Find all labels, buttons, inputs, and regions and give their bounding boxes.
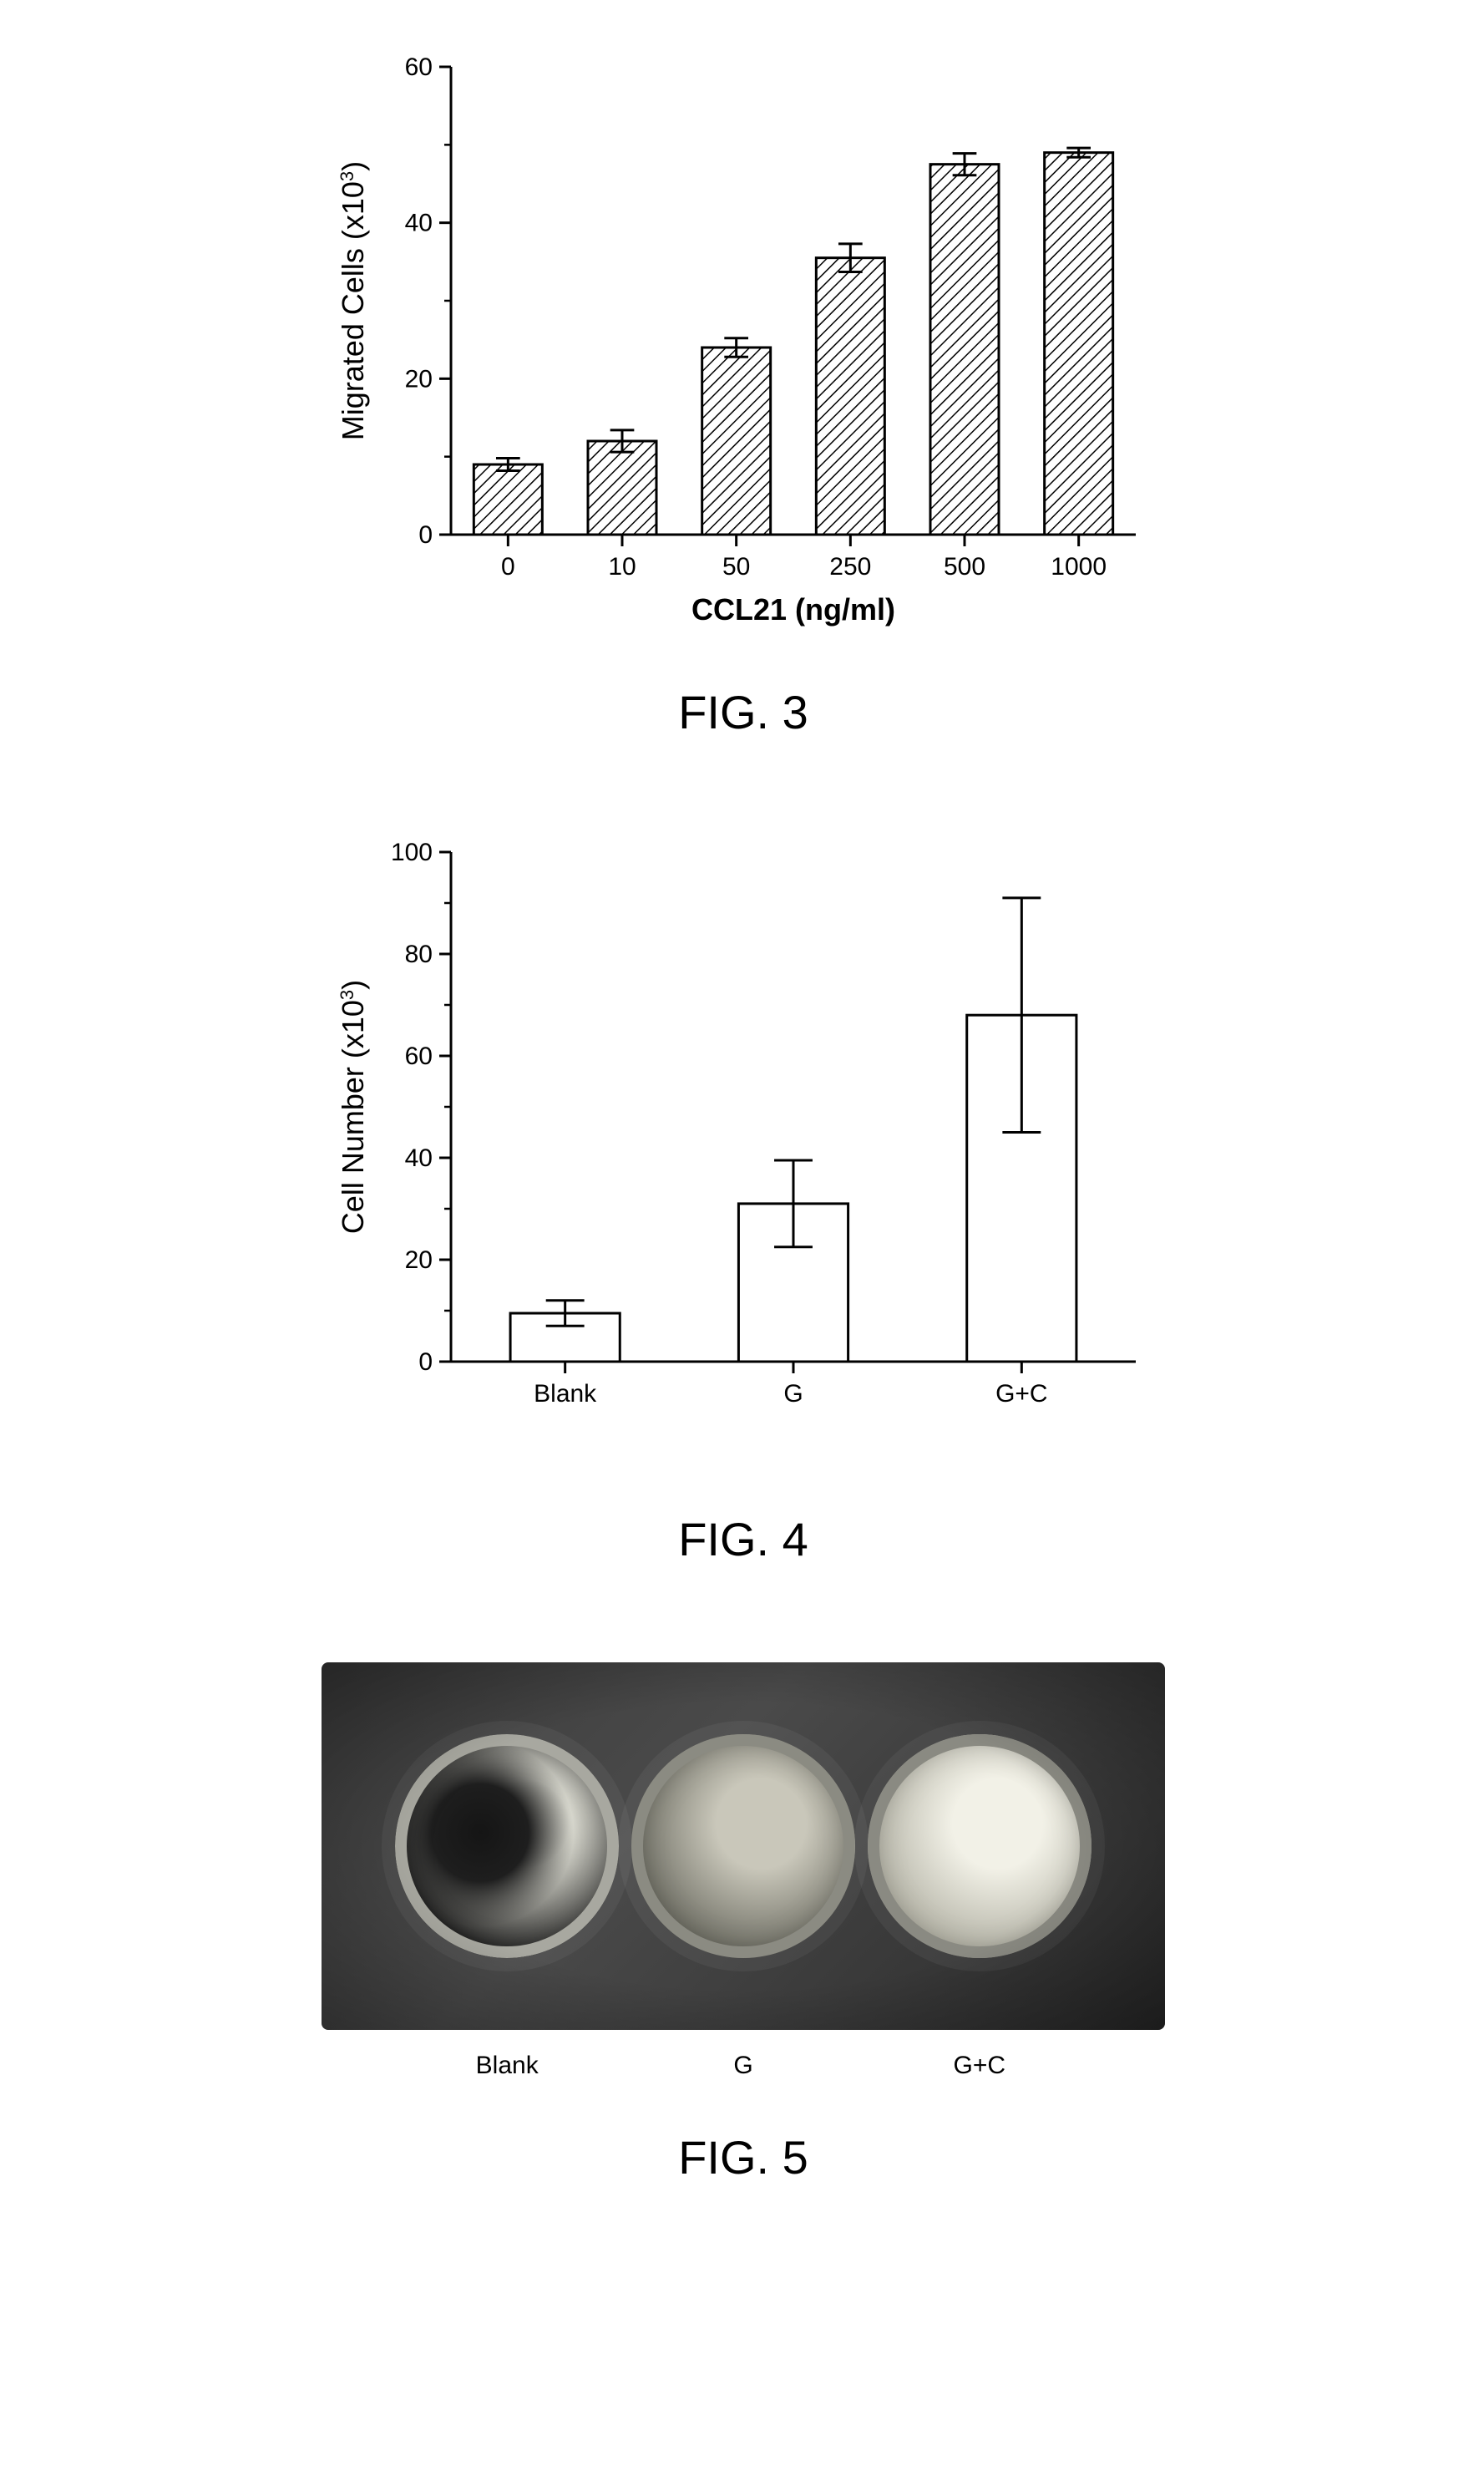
sphere-blank bbox=[395, 1734, 619, 1958]
svg-text:40: 40 bbox=[405, 210, 433, 237]
figure-5: Blank G G+C FIG. 5 bbox=[317, 1662, 1169, 2184]
fig5-label-blank: Blank bbox=[440, 2052, 574, 2080]
svg-text:250: 250 bbox=[829, 553, 871, 581]
sphere-g+c bbox=[868, 1734, 1091, 1958]
fig5-label-g: G bbox=[676, 2052, 810, 2080]
svg-text:20: 20 bbox=[405, 365, 433, 393]
svg-text:50: 50 bbox=[722, 553, 750, 581]
svg-text:0: 0 bbox=[418, 1348, 433, 1376]
svg-text:10: 10 bbox=[608, 553, 636, 581]
svg-text:Blank: Blank bbox=[534, 1380, 597, 1408]
fig3-caption: FIG. 3 bbox=[678, 685, 808, 739]
svg-text:60: 60 bbox=[405, 53, 433, 81]
fig5-caption: FIG. 5 bbox=[678, 2130, 808, 2184]
figure-3: 0 20 40 60 Migrated Cells (x103) 0 10 50 250 500 1… bbox=[326, 50, 1161, 739]
svg-text:Migrated Cells (x103): Migrated Cells (x103) bbox=[336, 161, 370, 440]
svg-text:CCL21 (ng/ml): CCL21 (ng/ml) bbox=[691, 592, 895, 627]
svg-text:80: 80 bbox=[405, 941, 433, 968]
sphere-g bbox=[631, 1734, 855, 1958]
fig3-chart: 0 20 40 60 Migrated Cells (x103) 0 10 50 250 500 1… bbox=[326, 50, 1161, 652]
svg-text:60: 60 bbox=[405, 1043, 433, 1070]
fig5-labels-row: Blank G G+C bbox=[322, 2047, 1165, 2097]
fig4-chart: 0 20 40 60 80 100 Cell Number (x103) Blank G G+C bbox=[326, 835, 1161, 1479]
fig5-photo-bg bbox=[322, 1662, 1165, 2030]
svg-text:G+C: G+C bbox=[995, 1380, 1048, 1408]
svg-text:100: 100 bbox=[391, 839, 433, 866]
svg-text:500: 500 bbox=[944, 553, 985, 581]
fig4-caption: FIG. 4 bbox=[678, 1512, 808, 1566]
svg-text:0: 0 bbox=[501, 553, 515, 581]
svg-text:40: 40 bbox=[405, 1144, 433, 1172]
fig5-photo-wrap: Blank G G+C bbox=[322, 1662, 1165, 2097]
fig5-label-g+c: G+C bbox=[913, 2052, 1046, 2080]
svg-text:20: 20 bbox=[405, 1246, 433, 1274]
svg-text:1000: 1000 bbox=[1051, 553, 1107, 581]
svg-text:0: 0 bbox=[418, 521, 433, 549]
svg-text:Cell Number (x103): Cell Number (x103) bbox=[336, 980, 370, 1234]
figure-4: 020406080100Cell Number (x103)BlankGG+C … bbox=[326, 835, 1161, 1566]
svg-text:G: G bbox=[783, 1380, 803, 1408]
